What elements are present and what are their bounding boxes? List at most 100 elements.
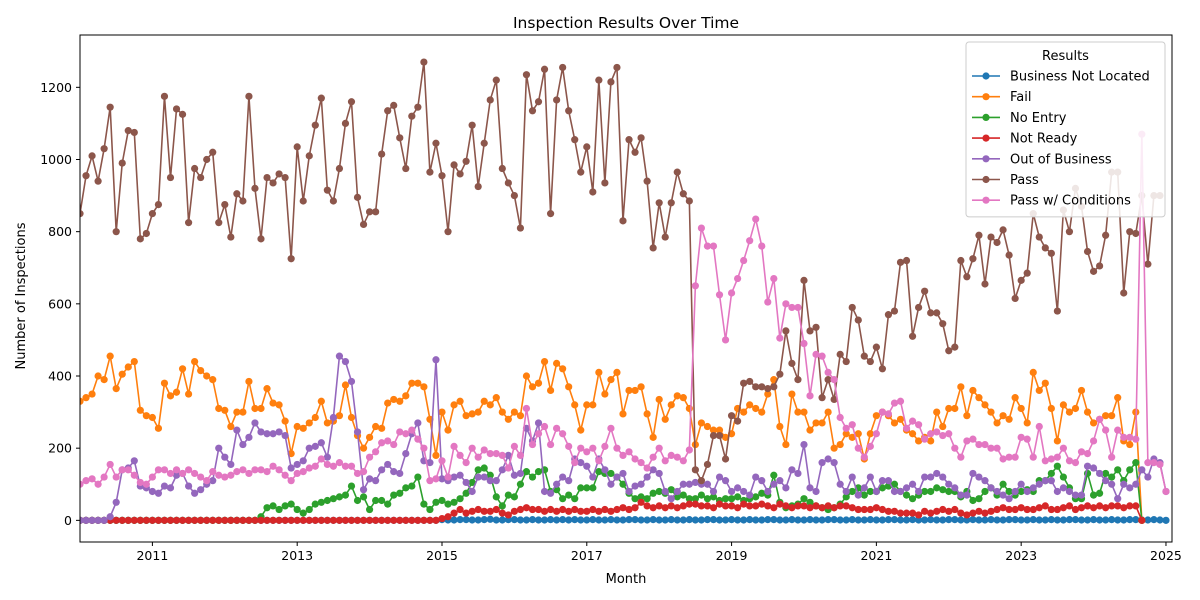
data-point [854, 316, 862, 324]
data-point [148, 516, 156, 524]
data-point [1041, 244, 1049, 252]
data-point [752, 516, 760, 524]
data-point [643, 473, 651, 481]
data-point [860, 491, 868, 499]
data-point [836, 516, 844, 524]
data-point [1077, 386, 1086, 395]
data-point [999, 516, 1007, 524]
data-point [492, 449, 500, 458]
data-point [764, 390, 772, 398]
data-point [752, 473, 760, 481]
data-point [746, 401, 754, 409]
data-point [661, 233, 669, 241]
data-point [619, 469, 627, 478]
data-point [287, 500, 295, 508]
data-point [703, 495, 712, 503]
y-tick-label: 1200 [40, 80, 72, 95]
data-point [872, 504, 880, 512]
data-point [800, 276, 808, 284]
data-point [715, 291, 724, 299]
data-point [130, 516, 138, 524]
data-point [589, 188, 597, 196]
data-point [1102, 412, 1110, 420]
data-point [740, 516, 748, 524]
data-point [981, 401, 989, 409]
data-point [866, 357, 874, 366]
data-point [293, 516, 301, 524]
data-point [1120, 433, 1128, 441]
data-point [776, 516, 784, 524]
data-point [902, 424, 911, 432]
data-point [528, 107, 537, 115]
data-point [444, 426, 452, 434]
data-point [233, 516, 241, 524]
data-point [1029, 484, 1037, 492]
data-point [450, 401, 458, 409]
data-point [474, 408, 482, 416]
data-point [1096, 516, 1104, 524]
data-point [299, 468, 307, 476]
data-point [691, 478, 699, 487]
data-point [390, 468, 398, 476]
data-point [516, 505, 525, 514]
data-point [1059, 473, 1067, 481]
data-point [776, 370, 784, 378]
data-point [504, 451, 512, 459]
legend-item: Business Not Located [972, 70, 1150, 85]
legend-label: Fail [1010, 90, 1031, 105]
data-point [613, 516, 621, 524]
data-point [770, 480, 778, 488]
data-point [438, 457, 446, 465]
data-point [341, 119, 350, 128]
data-point [975, 394, 983, 402]
data-point [788, 466, 796, 474]
data-point [824, 408, 832, 416]
data-point [528, 383, 537, 391]
data-point [1096, 489, 1104, 497]
data-point [583, 516, 591, 524]
x-tick-label: 2019 [716, 548, 748, 563]
data-point [396, 469, 404, 478]
data-point [335, 493, 344, 501]
data-point [691, 466, 699, 474]
data-point [450, 509, 458, 517]
data-point [667, 495, 675, 503]
data-point [697, 516, 706, 524]
data-point [746, 502, 754, 510]
data-point [1047, 404, 1055, 413]
data-point [788, 504, 796, 512]
data-point [209, 376, 217, 384]
data-point [999, 455, 1007, 463]
y-tick-label: 200 [48, 441, 72, 456]
data-point [915, 516, 923, 524]
data-point [583, 462, 591, 470]
data-point [794, 516, 802, 524]
data-point [818, 352, 826, 360]
data-point [372, 208, 380, 216]
data-point [329, 516, 337, 524]
data-point [649, 453, 657, 461]
data-point [82, 477, 90, 485]
data-point [450, 442, 458, 450]
data-point [601, 516, 609, 524]
data-point [402, 164, 410, 173]
data-point [402, 392, 410, 400]
data-point [848, 473, 856, 481]
data-point [999, 504, 1007, 512]
data-point [915, 487, 923, 496]
data-point [969, 516, 977, 524]
data-point [353, 193, 362, 201]
data-point [1108, 516, 1116, 524]
data-point [245, 92, 253, 100]
data-point [347, 98, 356, 106]
data-point [927, 487, 935, 496]
data-point [957, 453, 965, 461]
data-point [721, 477, 730, 485]
y-tick-label: 0 [64, 513, 72, 528]
data-point [661, 504, 669, 512]
data-point [112, 516, 120, 524]
data-point [878, 365, 887, 373]
data-point [462, 516, 470, 524]
data-point [758, 516, 766, 524]
data-point [812, 323, 820, 331]
